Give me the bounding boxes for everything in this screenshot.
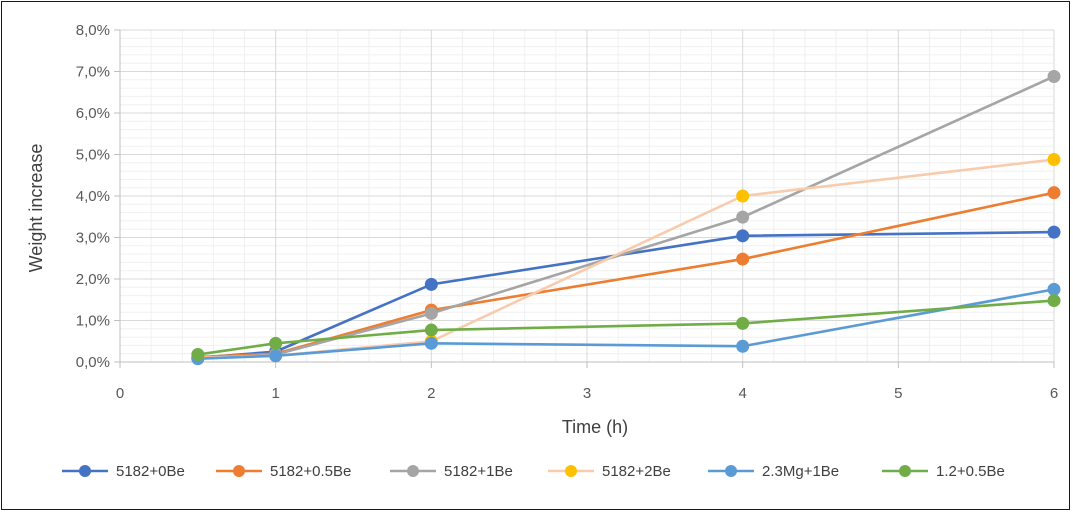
data-point-1 — [424, 277, 438, 291]
x-tick-label: 0 — [116, 385, 124, 402]
data-point-1 — [1047, 225, 1061, 239]
data-point-5 — [736, 339, 750, 353]
data-point-4 — [1047, 152, 1061, 166]
legend-marker-5 — [725, 465, 737, 477]
y-tick-label: 6,0% — [76, 105, 110, 122]
y-tick-label: 0,0% — [76, 354, 110, 371]
data-point-6 — [269, 336, 283, 350]
data-point-3 — [424, 306, 438, 320]
y-tick-label: 1,0% — [76, 313, 110, 330]
data-point-1 — [736, 229, 750, 243]
data-point-5 — [424, 336, 438, 350]
y-axis-title: Weight increase — [26, 144, 46, 273]
data-point-6 — [424, 323, 438, 337]
legend-label-6: 1.2+0.5Be — [936, 463, 1005, 480]
y-tick-label: 4,0% — [76, 188, 110, 205]
y-tick-label: 8,0% — [76, 22, 110, 39]
legend-label-3: 5182+1Be — [444, 463, 513, 480]
data-point-6 — [191, 348, 205, 362]
x-tick-label: 2 — [427, 385, 435, 402]
x-tick-label: 3 — [583, 385, 591, 402]
x-tick-label: 1 — [271, 385, 279, 402]
legend-marker-6 — [899, 465, 911, 477]
legend-label-2: 5182+0.5Be — [270, 463, 351, 480]
legend-label-4: 5182+2Be — [602, 463, 671, 480]
x-tick-label: 5 — [894, 385, 902, 402]
y-tick-label: 3,0% — [76, 230, 110, 247]
data-point-2 — [1047, 186, 1061, 200]
legend-label-5: 2.3Mg+1Be — [762, 463, 839, 480]
data-point-6 — [736, 316, 750, 330]
data-point-5 — [1047, 282, 1061, 296]
data-point-5 — [269, 349, 283, 363]
data-point-3 — [736, 210, 750, 224]
x-axis-title: Time (h) — [562, 417, 628, 437]
series-line-4 — [196, 158, 1056, 360]
y-tick-label: 2,0% — [76, 271, 110, 288]
data-point-6 — [1047, 294, 1061, 308]
data-point-3 — [1047, 69, 1061, 83]
legend-label-1: 5182+0Be — [116, 463, 185, 480]
x-tick-label: 4 — [738, 385, 746, 402]
y-tick-label: 7,0% — [76, 64, 110, 81]
y-tick-label: 5,0% — [76, 147, 110, 164]
legend-marker-4 — [565, 465, 577, 477]
series-line-3 — [196, 75, 1056, 360]
legend-marker-2 — [233, 465, 245, 477]
x-tick-label: 6 — [1050, 385, 1058, 402]
legend-marker-1 — [79, 465, 91, 477]
legend-marker-3 — [407, 465, 419, 477]
series-line-2 — [196, 191, 1056, 359]
data-point-4 — [736, 189, 750, 203]
series-line-5 — [196, 288, 1056, 360]
data-point-2 — [736, 252, 750, 266]
